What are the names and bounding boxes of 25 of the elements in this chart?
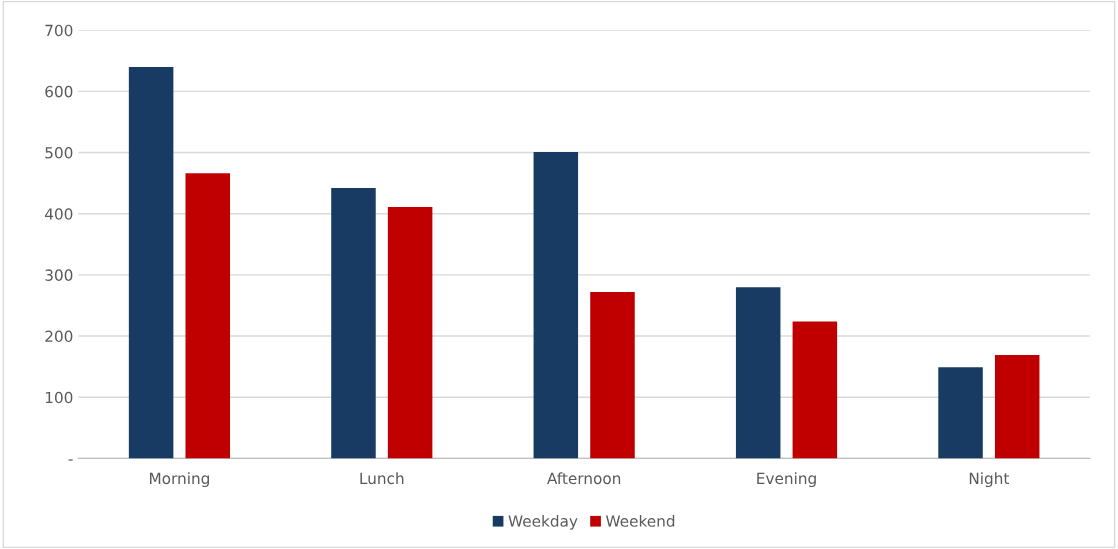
bar: [128, 66, 174, 459]
bar: [331, 188, 376, 459]
y-tick-label: 100: [45, 391, 73, 404]
bar: [387, 206, 433, 459]
bar: [533, 151, 579, 459]
y-tick-label: 600: [45, 85, 73, 98]
x-tick-label: Evening: [757, 472, 816, 488]
bar: [185, 173, 231, 459]
x-tick-label: Night: [969, 472, 1010, 488]
bar: [735, 287, 781, 459]
legend-label: Weekend: [605, 514, 675, 527]
x-tick-label: Morning: [150, 472, 209, 488]
bar: [590, 292, 635, 459]
bar: [938, 367, 983, 459]
y-tick-label: -: [68, 459, 73, 461]
y-tick-label: 400: [44, 208, 73, 220]
y-tick-label: 200: [45, 330, 73, 343]
x-tick-label: Afternoon: [547, 472, 621, 485]
x-tick-label: Lunch: [360, 472, 404, 485]
bar: [994, 355, 1040, 459]
y-tick-label: 300: [45, 269, 73, 281]
y-tick-label: 500: [45, 147, 73, 159]
bar: [792, 321, 838, 459]
legend-label: Weekday: [508, 514, 578, 530]
y-tick-label: 700: [45, 24, 73, 37]
